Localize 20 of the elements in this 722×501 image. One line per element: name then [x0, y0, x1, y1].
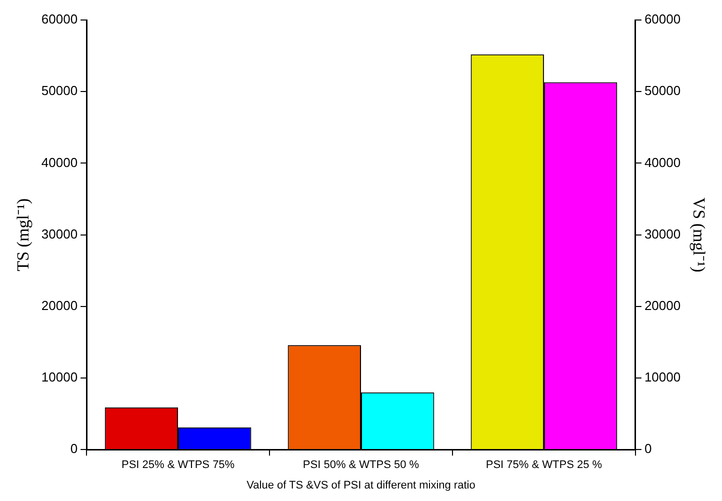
y2-tick-label: 0: [644, 441, 652, 456]
x-tick-label: PSI 75% & WTPS 25 %: [486, 459, 602, 472]
y2-tick-label: 10000: [644, 370, 681, 385]
y-tick-label: 50000: [41, 83, 78, 98]
y-tick-label: 30000: [41, 226, 78, 242]
y2-tick-label: 40000: [644, 154, 681, 170]
x-tick-label: PSI 25% & WTPS 75%: [121, 459, 235, 472]
y-tick-label: 40000: [41, 154, 78, 170]
y-tick-label: 60000: [41, 12, 78, 27]
y2-tick-label: 30000: [644, 226, 681, 242]
y-tick-label: 10000: [41, 370, 78, 385]
y2-tick-label: 60000: [644, 12, 681, 27]
y2-tick-label: 50000: [644, 83, 681, 98]
y-tick-label: 20000: [41, 298, 78, 313]
y-axis-title: TS (mgl⁻¹): [14, 198, 33, 272]
y-tick-label: 0: [70, 441, 78, 456]
x-axis-title: Value of TS &VS of PSI at different mixing ratio: [246, 479, 476, 492]
x-tick-label: PSI 50% & WTPS 50 %: [302, 459, 420, 472]
y2-axis-title: VS (mgl⁻¹): [689, 197, 708, 272]
y2-tick-label: 20000: [644, 298, 681, 313]
